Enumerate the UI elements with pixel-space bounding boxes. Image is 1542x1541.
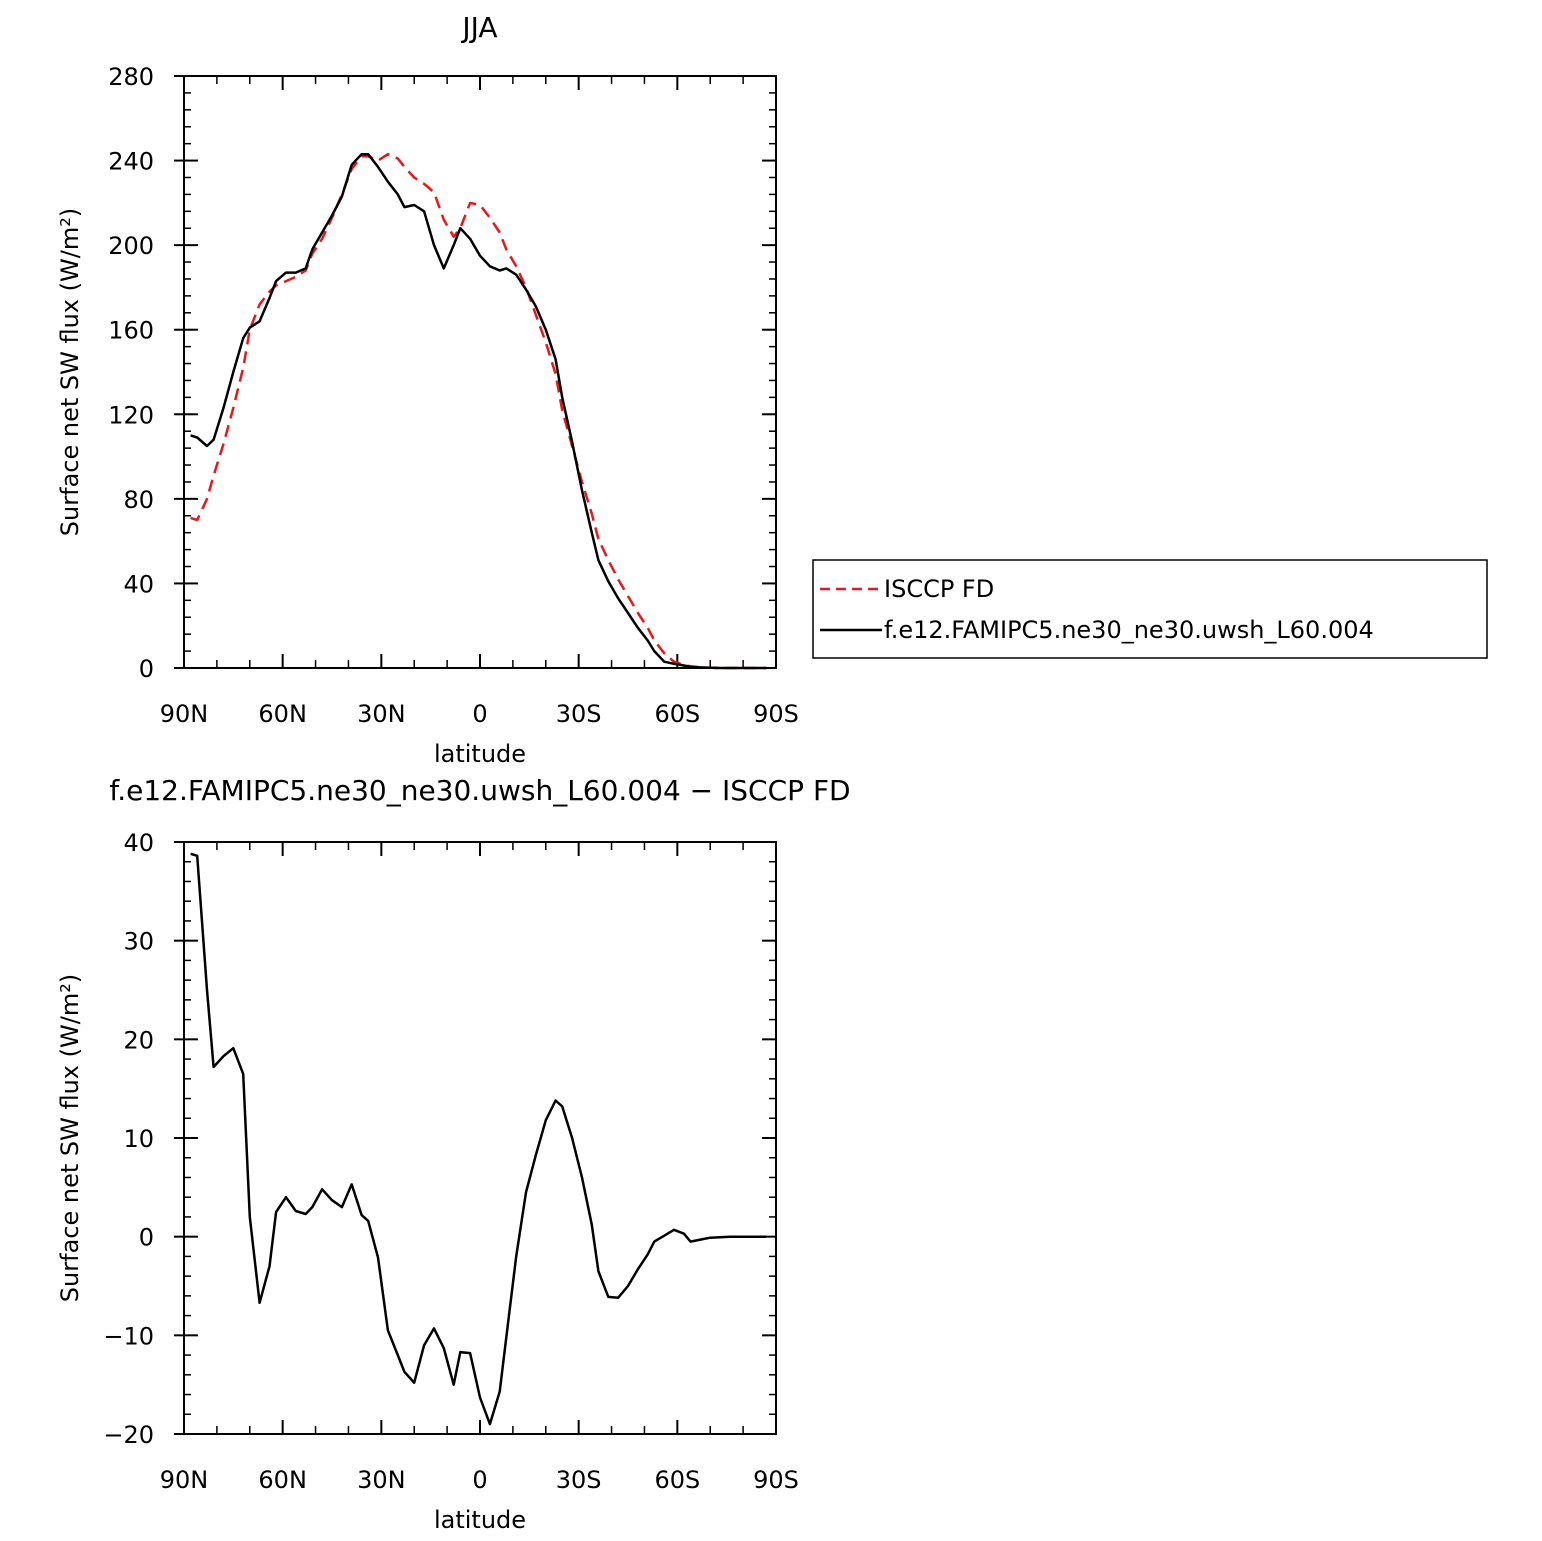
y-tick-label: 200 (108, 232, 154, 260)
y-tick-label: 280 (108, 63, 154, 91)
legend-label-isccp: ISCCP FD (884, 575, 994, 603)
x-tick-label: 90S (753, 700, 799, 728)
bottom-axis-ticks: 90N 60N 30N 0 30S 60S 90S −20 −10 0 10 20 30 40 (103, 829, 799, 1494)
top-axis-ticks: 90N 60N 30N 0 30S 60S 90S 0 40 80 120 160 200 240 280 (108, 63, 799, 728)
y-tick-label: 10 (123, 1125, 154, 1153)
x-tick-label: 60N (258, 1466, 307, 1494)
top-y-axis-label: Surface net SW flux (W/m²) (56, 208, 84, 536)
y-tick-label: −20 (103, 1421, 154, 1449)
legend: ISCCP FD f.e12.FAMIPC5.ne30_ne30.uwsh_L6… (812, 559, 1488, 659)
y-tick-label: 0 (139, 655, 154, 683)
y-tick-label: 0 (139, 1224, 154, 1252)
bottom-panel: f.e12.FAMIPC5.ne30_ne30.uwsh_L60.004 − I… (56, 774, 851, 1534)
y-tick-label: 160 (108, 317, 154, 345)
bottom-plot-frame (183, 841, 777, 1435)
y-tick-label: 240 (108, 148, 154, 176)
series-line-0 (190, 152, 767, 670)
series-line-0 (190, 852, 767, 1426)
y-tick-label: 80 (123, 486, 154, 514)
y-tick-label: 40 (123, 829, 154, 857)
x-tick-label: 60N (258, 700, 307, 728)
top-series-lines (190, 152, 767, 670)
y-tick-label: 30 (123, 928, 154, 956)
legend-label-model: f.e12.FAMIPC5.ne30_ne30.uwsh_L60.004 (884, 616, 1374, 644)
bottom-x-axis-label: latitude (434, 1506, 526, 1534)
y-tick-label: 40 (123, 570, 154, 598)
x-tick-label: 30N (357, 1466, 406, 1494)
series-line-1 (190, 152, 767, 670)
x-tick-label: 90S (753, 1466, 799, 1494)
x-tick-label: 60S (654, 700, 700, 728)
top-x-axis-label: latitude (434, 740, 526, 768)
x-tick-label: 30S (556, 1466, 602, 1494)
y-tick-label: 20 (123, 1026, 154, 1054)
y-tick-label: 120 (108, 401, 154, 429)
legend-box (812, 559, 1488, 659)
top-plot-frame (183, 75, 777, 669)
x-tick-label: 90N (160, 1466, 209, 1494)
x-tick-label: 30N (357, 700, 406, 728)
bottom-panel-title: f.e12.FAMIPC5.ne30_ne30.uwsh_L60.004 − I… (109, 774, 850, 807)
x-tick-label: 0 (472, 700, 487, 728)
top-panel-title: JJA (460, 11, 497, 44)
top-panel: JJA latitude Surface net SW flux (W/m²) … (56, 11, 799, 768)
y-tick-label: −10 (103, 1322, 154, 1350)
x-tick-label: 60S (654, 1466, 700, 1494)
x-tick-label: 90N (160, 700, 209, 728)
bottom-series-lines (190, 852, 767, 1426)
x-tick-label: 0 (472, 1466, 487, 1494)
bottom-y-axis-label: Surface net SW flux (W/m²) (56, 974, 84, 1302)
x-tick-label: 30S (556, 700, 602, 728)
